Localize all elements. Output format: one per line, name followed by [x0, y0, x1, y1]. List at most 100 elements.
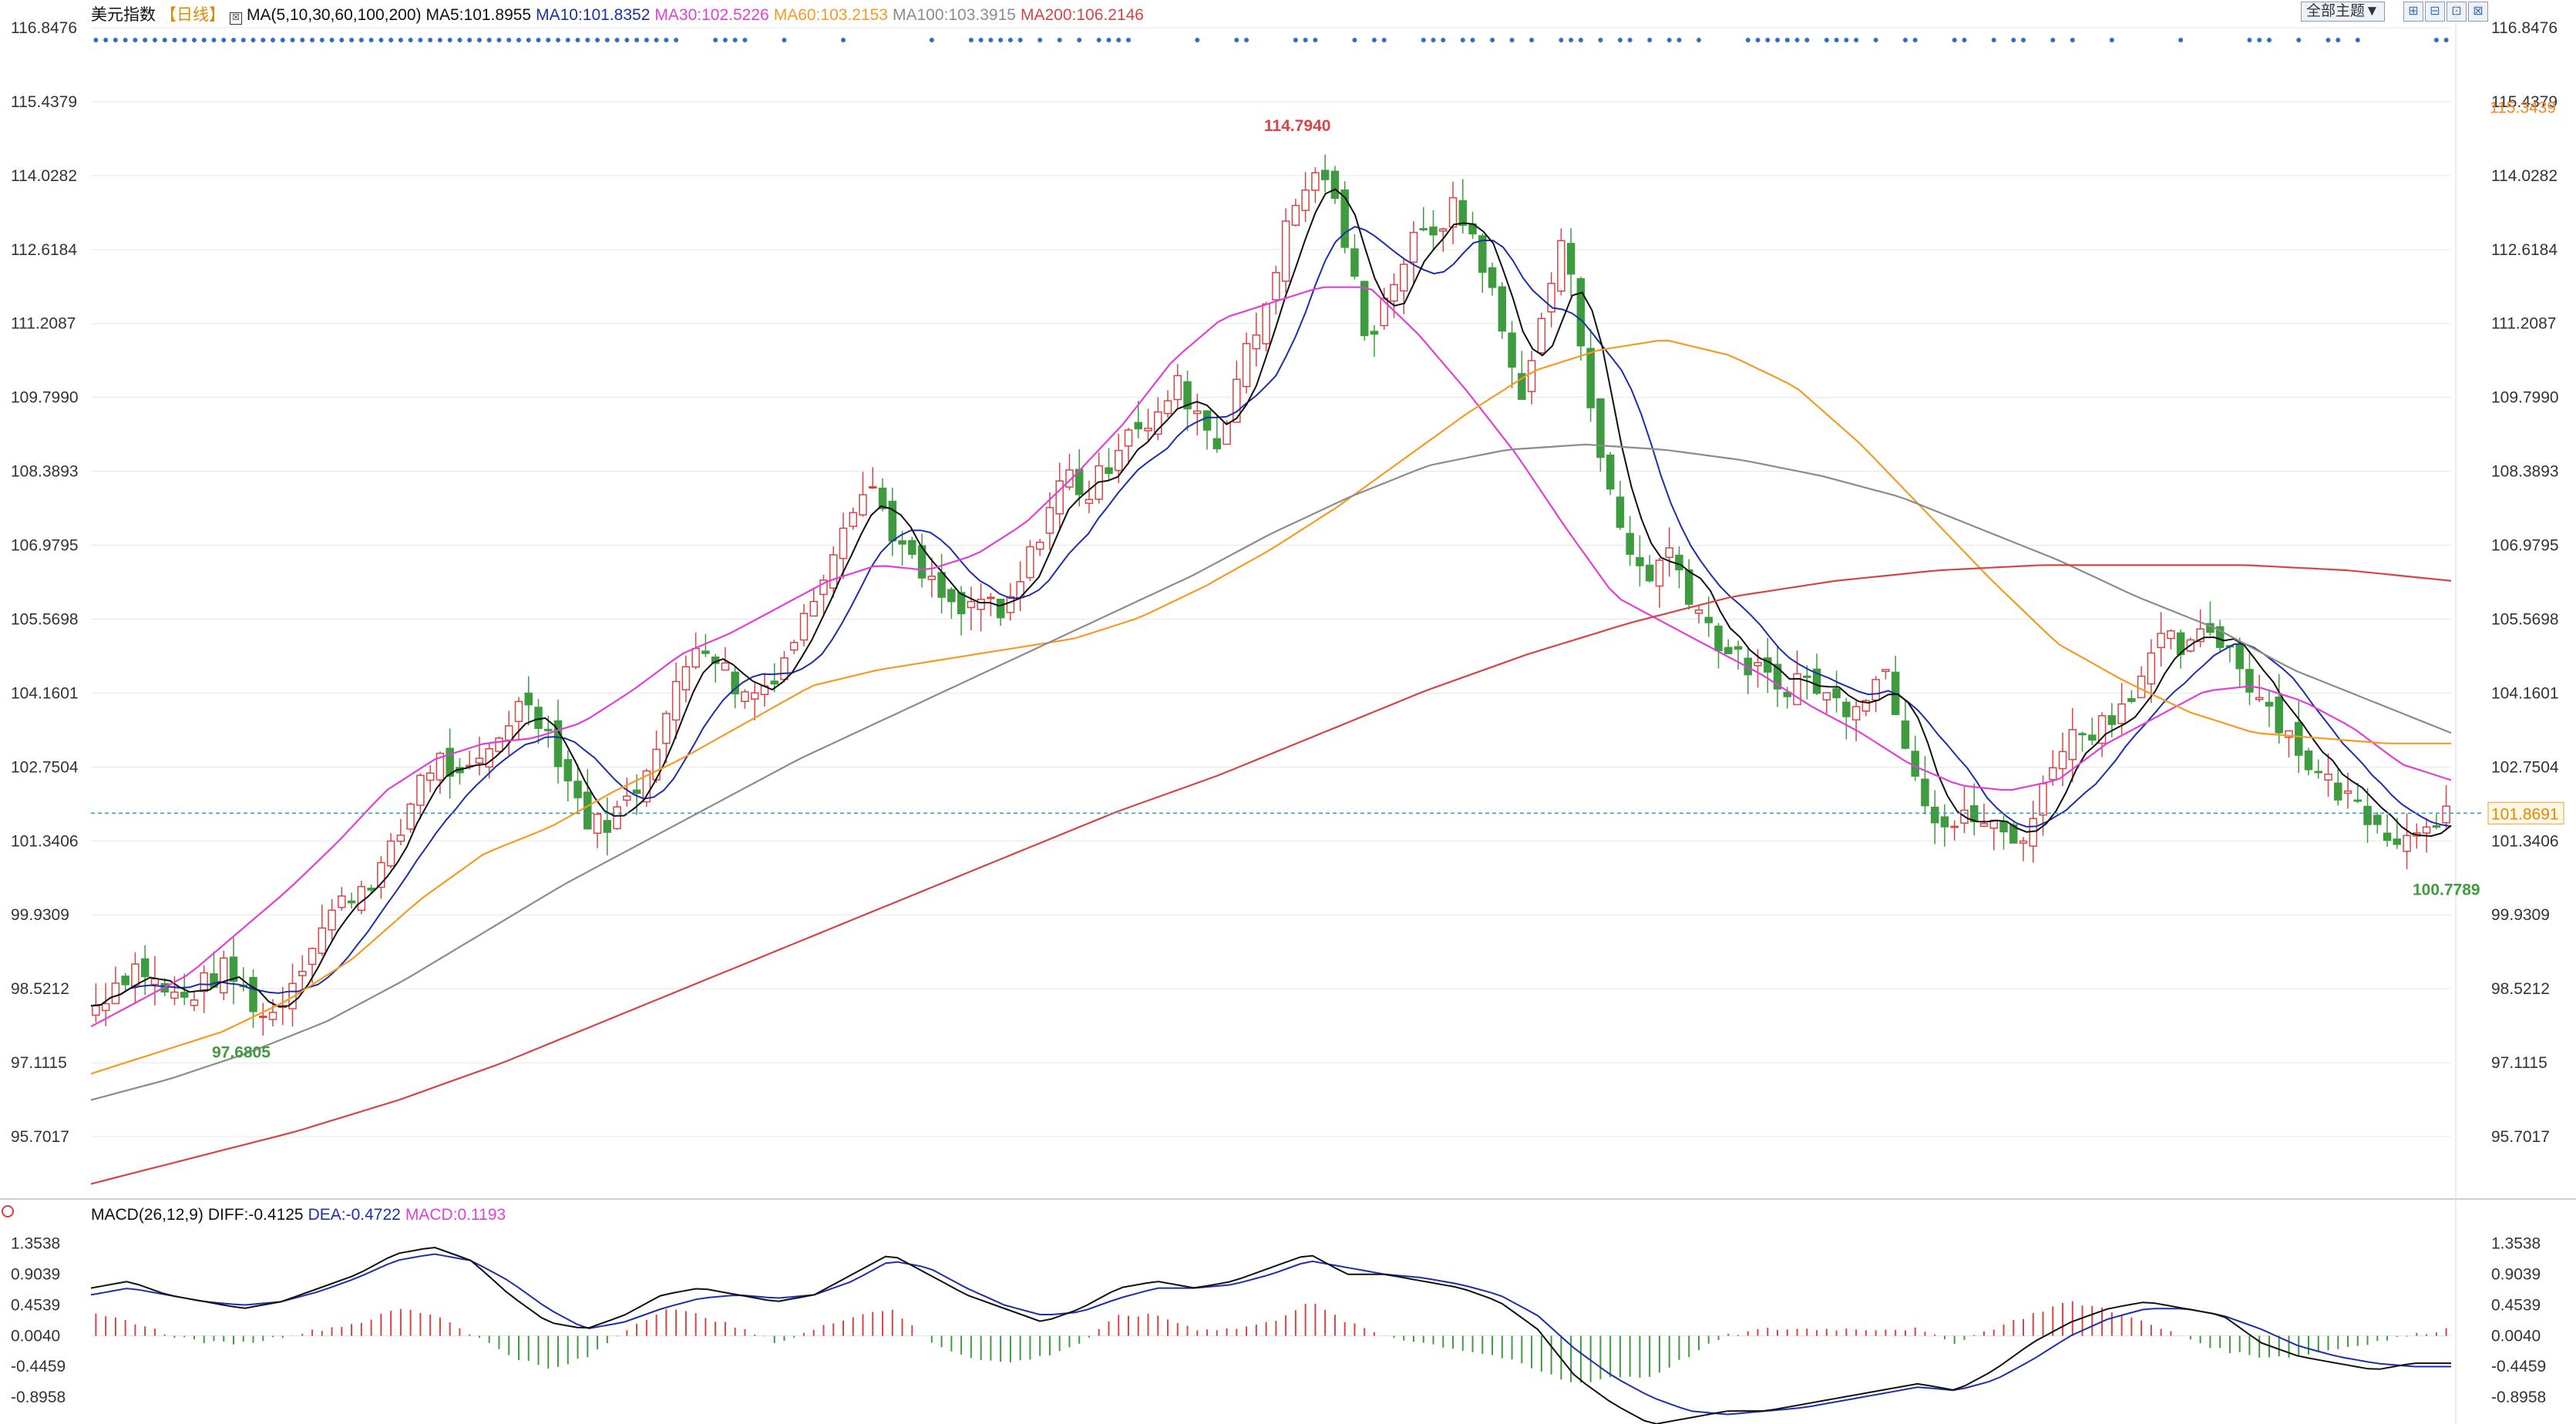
signal-dot: [1106, 38, 1111, 42]
macd-tick-left: -0.4459: [11, 1358, 66, 1375]
candle-body: [1704, 616, 1713, 623]
candle-body: [288, 982, 297, 1009]
candle-body: [819, 579, 828, 596]
candle-body: [1035, 541, 1044, 550]
signal-dot: [1431, 38, 1436, 42]
candle-body: [219, 957, 228, 994]
candle-body: [1222, 422, 1231, 445]
candle-body: [671, 680, 681, 721]
candle-body: [1547, 283, 1555, 313]
candle-body: [987, 596, 995, 599]
candle-body: [1340, 189, 1349, 248]
candle-body: [2383, 832, 2392, 841]
signal-dot: [1578, 38, 1583, 42]
macd-settings-icon[interactable]: [2, 1205, 14, 1217]
zoom-in-icon[interactable]: ⊡: [2447, 2, 2467, 22]
candle-body: [996, 599, 1005, 619]
signal-dot: [437, 38, 442, 42]
candle-body: [1950, 825, 1959, 828]
signal-dot: [310, 38, 315, 42]
candle-body: [849, 512, 858, 527]
signal-dot: [123, 38, 128, 42]
signal-dot: [271, 38, 276, 42]
candle-body: [140, 958, 150, 978]
layout-grid-icon[interactable]: ⊞: [2403, 2, 2423, 22]
price-tick-right: 102.7504: [2491, 758, 2559, 776]
candle-body: [425, 772, 435, 781]
signal-dot: [1096, 38, 1101, 42]
candle-body: [2285, 730, 2293, 738]
candle-body: [200, 972, 208, 992]
candle-body: [1754, 662, 1762, 667]
ma10-value: MA10:101.8352: [536, 6, 651, 24]
signal-dot: [388, 38, 394, 42]
price-tick-right: 115.4379: [2491, 93, 2558, 111]
ma100-line: [90, 443, 2452, 1101]
candle-body: [2245, 669, 2254, 693]
candle-body: [2137, 675, 2146, 699]
candle-body: [1724, 647, 1733, 654]
signal-dot: [614, 38, 620, 42]
signal-dot: [1755, 38, 1760, 42]
candle-body: [92, 1005, 100, 1016]
candle-body: [898, 540, 906, 545]
candle-body: [2117, 703, 2126, 724]
candle-body: [1655, 559, 1664, 587]
candle-body: [1320, 170, 1330, 180]
candle-body: [632, 789, 641, 794]
candle-body: [977, 599, 985, 610]
candle-body: [524, 692, 533, 706]
signal-dot: [1952, 38, 1957, 42]
signal-dot: [496, 38, 502, 42]
last-price-label: 101.8691: [2491, 805, 2559, 823]
candle-body: [1488, 267, 1497, 288]
candle-body: [750, 692, 759, 700]
instrument-name[interactable]: 美元指数: [91, 6, 156, 24]
candle-body: [563, 759, 573, 782]
signal-dot: [172, 38, 177, 42]
signal-dot: [2109, 38, 2114, 42]
ma-params: MA(5,10,30,60,100,200): [247, 6, 422, 24]
signal-dot: [280, 38, 285, 42]
period-label[interactable]: 【日线】: [160, 6, 225, 24]
candle-body: [1508, 332, 1516, 368]
candle-body: [2363, 805, 2372, 825]
candle-body: [1606, 455, 1615, 490]
signal-dot: [1569, 38, 1574, 42]
candle-body: [1911, 751, 1919, 777]
theme-dropdown-button[interactable]: 全部主题▼: [2301, 2, 2385, 22]
price-tick-left: 99.9309: [11, 906, 69, 924]
candle-body: [338, 895, 346, 908]
candle-body: [259, 1016, 267, 1019]
candle-body: [544, 728, 553, 731]
candle-body: [170, 991, 179, 999]
signal-dot: [2070, 38, 2075, 42]
candle-body: [1311, 172, 1320, 191]
candle-body: [2255, 697, 2264, 700]
ma-toggle-icon[interactable]: ☒: [230, 12, 242, 25]
layout-split-icon[interactable]: ⊟: [2425, 2, 2445, 22]
candle-body: [1330, 170, 1340, 199]
signal-dot: [1804, 38, 1810, 42]
candle-body: [1832, 688, 1841, 699]
zoom-out-icon[interactable]: ⊠: [2468, 2, 2488, 22]
price-tick-left: 112.6184: [11, 241, 77, 259]
signal-dot: [664, 38, 669, 42]
price-tick-left: 116.8476: [11, 19, 77, 37]
signal-dot: [654, 38, 659, 42]
signal-dot: [1470, 38, 1475, 42]
candle-body: [308, 948, 317, 966]
candle-body: [2403, 835, 2411, 852]
signal-dot: [1854, 38, 1859, 42]
candle-body: [2196, 628, 2204, 643]
candle-body: [328, 909, 336, 931]
signal-dot: [211, 38, 217, 42]
candle-body: [937, 572, 946, 598]
signal-dot: [1303, 38, 1308, 42]
candle-body: [681, 666, 691, 690]
candle-body: [1616, 496, 1625, 528]
ma200-value: MA200:106.2146: [1020, 6, 1144, 24]
candle-body: [1419, 227, 1428, 230]
signal-dot: [378, 38, 384, 42]
